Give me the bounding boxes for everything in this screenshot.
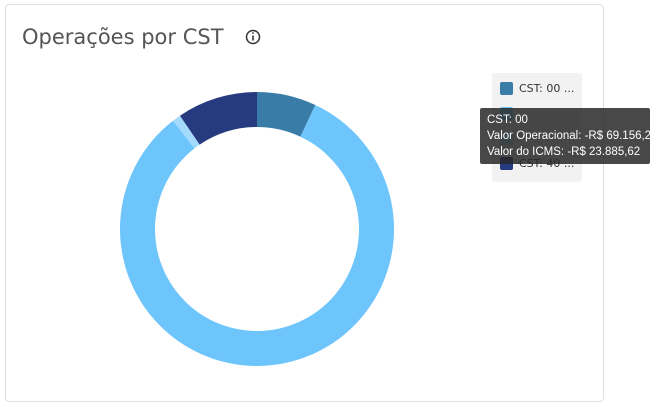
chart-title: Operações por CST bbox=[22, 25, 224, 49]
tooltip-box bbox=[480, 108, 650, 164]
donut-segment[interactable] bbox=[179, 92, 257, 145]
donut bbox=[119, 92, 395, 366]
tooltip: CST: 00 Valor Operacional: -R$ 69.156,22 V… bbox=[480, 108, 657, 164]
legend-label[interactable]: CST: 00 ... bbox=[519, 82, 574, 95]
tooltip-line: CST: 00 bbox=[487, 114, 528, 126]
donut-segment[interactable] bbox=[173, 115, 200, 149]
donut-segment[interactable] bbox=[257, 92, 316, 137]
legend-swatch[interactable] bbox=[500, 82, 513, 95]
info-icon[interactable] bbox=[245, 29, 261, 45]
tooltip-line: Valor Operacional: -R$ 69.156,22 bbox=[487, 130, 657, 142]
tooltip-line: Valor do ICMS: -R$ 23.885,62 bbox=[487, 146, 640, 158]
